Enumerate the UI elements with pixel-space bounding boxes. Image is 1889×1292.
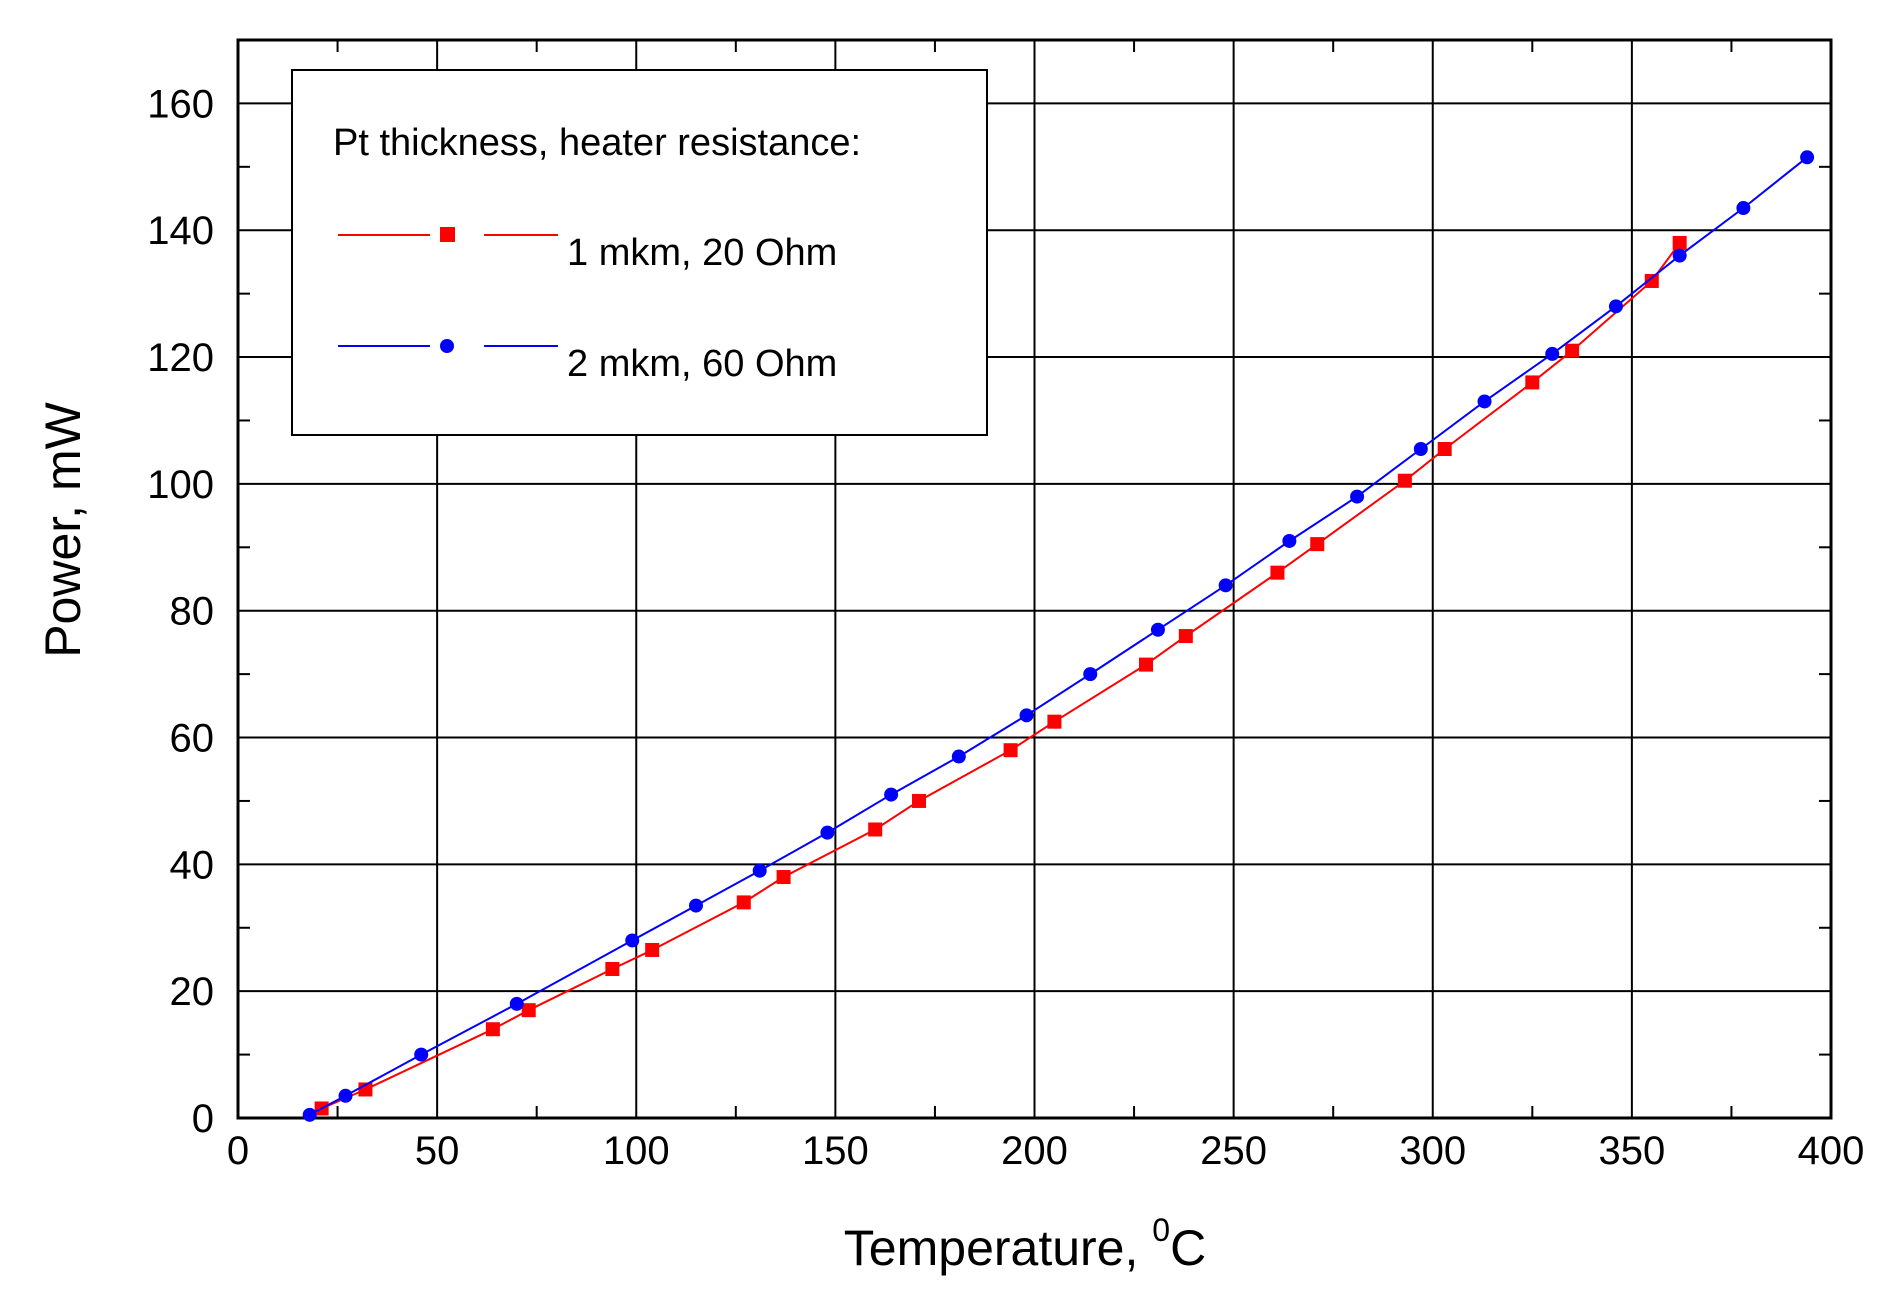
series-2-point	[1282, 533, 1297, 548]
series-1-point	[1437, 442, 1452, 457]
x-tick-label: 150	[802, 1129, 869, 1173]
y-tick-labels: 0 20 40 60 80 100 120 140 160	[147, 82, 214, 1141]
legend-marker-series-1	[440, 227, 455, 242]
series-2-point	[509, 996, 524, 1011]
series-2-point	[1350, 489, 1365, 504]
series-2-point	[1150, 622, 1165, 637]
series-1-point	[1644, 273, 1659, 288]
series-1-point	[912, 793, 927, 808]
series-1-point	[485, 1022, 500, 1037]
series-2-point	[820, 825, 835, 840]
y-tick-label: 80	[170, 590, 215, 634]
series-2-point	[338, 1088, 353, 1103]
series-2-point	[1477, 394, 1492, 409]
series-2-point	[1608, 299, 1623, 314]
series-2-point	[1019, 708, 1034, 723]
series-2-point	[1083, 667, 1098, 682]
minor-ticks	[238, 40, 1831, 1118]
series-1-point	[1310, 537, 1325, 552]
legend-label-series-2: 2 mkm, 60 Ohm	[567, 343, 837, 385]
y-tick-label: 0	[192, 1097, 214, 1141]
y-tick-label: 160	[147, 82, 214, 126]
legend-title: Pt thickness, heater resistance:	[333, 122, 861, 164]
series-1-point	[1178, 629, 1193, 644]
x-tick-label: 100	[603, 1129, 670, 1173]
series-1-point	[521, 1003, 536, 1018]
series-1-point	[736, 895, 751, 910]
series-2-point	[1545, 346, 1560, 361]
series-1-point	[1047, 714, 1062, 729]
series-2-point	[414, 1047, 429, 1062]
series-1-point	[1525, 375, 1540, 390]
x-tick-label: 200	[1001, 1129, 1068, 1173]
legend: Pt thickness, heater resistance: 1 mkm, …	[291, 69, 988, 436]
series-1-point	[1565, 343, 1580, 358]
series-2-point	[688, 898, 703, 913]
x-tick-label: 400	[1798, 1129, 1865, 1173]
x-axis-title: Temperature, 0C	[844, 1212, 1206, 1276]
series-2-point	[1800, 150, 1815, 165]
series-2-point	[1413, 442, 1428, 457]
series-1-point	[1672, 235, 1687, 250]
series-1-point	[1003, 743, 1018, 758]
series-1-point	[605, 961, 620, 976]
x-tick-labels: 0 50 100 150 200 250 300 350 400	[227, 1129, 1865, 1173]
x-tick-label: 250	[1200, 1129, 1267, 1173]
x-tick-label: 300	[1399, 1129, 1466, 1173]
series-2-point	[951, 749, 966, 764]
series-2-point	[752, 863, 767, 878]
series-2-point	[1672, 248, 1687, 263]
series-1-point	[1397, 473, 1412, 488]
legend-marker-series-2	[440, 339, 454, 353]
series-2-point	[1736, 201, 1751, 216]
series-2-point	[884, 787, 899, 802]
legend-label-series-1: 1 mkm, 20 Ohm	[567, 232, 837, 274]
y-tick-label: 140	[147, 209, 214, 253]
x-axis-title-unit: C	[1170, 1220, 1206, 1276]
y-tick-label: 120	[147, 336, 214, 380]
series-line-1	[321, 242, 1681, 1110]
plot-frame	[236, 38, 1833, 1120]
x-tick-label: 50	[415, 1129, 460, 1173]
series-1-point	[868, 822, 883, 837]
series-2-point	[302, 1107, 317, 1122]
y-axis-title: Power, mW	[35, 401, 91, 657]
series-2-point	[1218, 578, 1233, 593]
y-tick-label: 60	[170, 717, 215, 761]
x-axis-title-text: Temperature,	[844, 1220, 1152, 1276]
x-axis-title-superscript: 0	[1152, 1212, 1170, 1248]
y-tick-label: 20	[170, 970, 215, 1014]
x-tick-label: 350	[1599, 1129, 1666, 1173]
series-layer	[302, 150, 1815, 1122]
series-1-point	[776, 870, 791, 885]
series-1-point	[1270, 565, 1285, 580]
y-tick-label: 100	[147, 463, 214, 507]
y-tick-label: 40	[170, 843, 215, 887]
series-2-point	[625, 933, 640, 948]
x-tick-label: 0	[227, 1129, 249, 1173]
legend-box	[291, 69, 988, 436]
series-1-point	[645, 942, 660, 957]
series-1-point	[1139, 657, 1154, 672]
